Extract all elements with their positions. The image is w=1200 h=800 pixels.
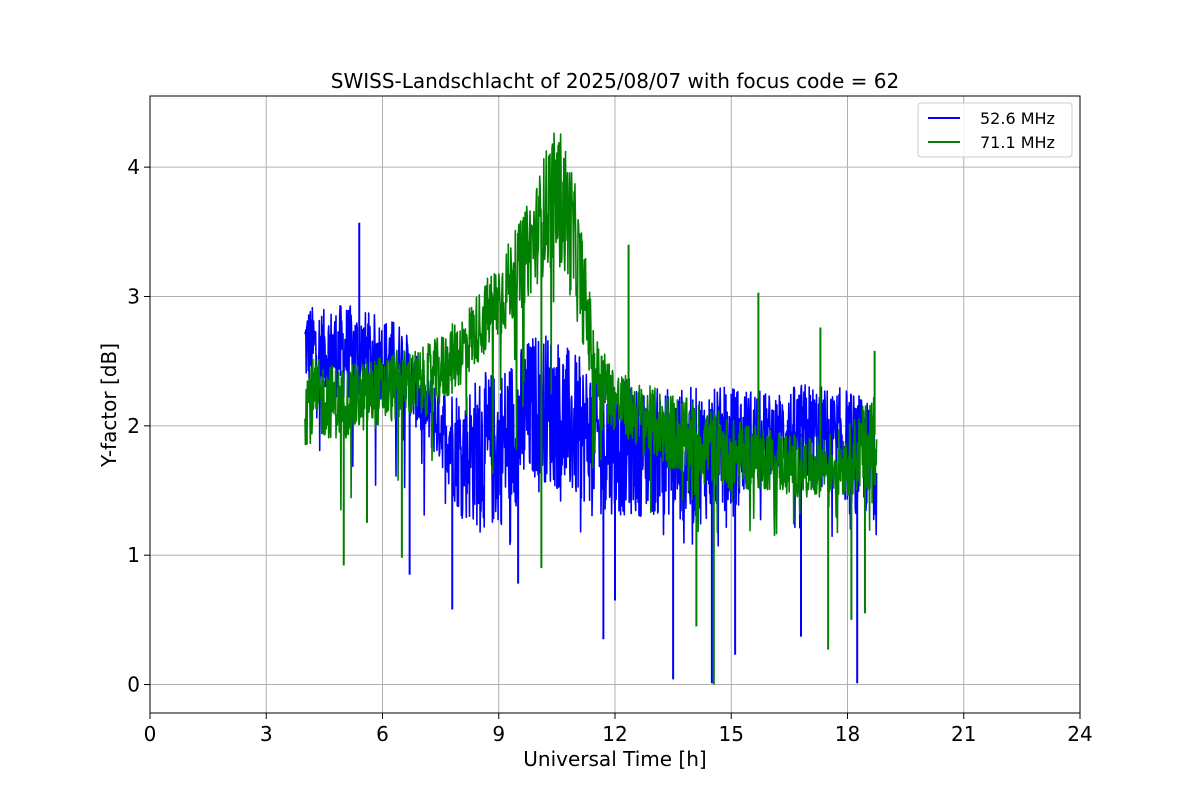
legend-box	[917, 102, 1073, 158]
y-tick-label: 1	[127, 543, 140, 567]
chart-title: SWISS-Landschlacht of 2025/08/07 with fo…	[331, 69, 899, 93]
y-tick-label: 4	[127, 155, 140, 179]
series-layer	[304, 132, 878, 685]
series-line-2	[304, 132, 878, 537]
x-tick-label: 18	[835, 722, 860, 746]
legend-label: 71.1 MHz	[980, 133, 1055, 152]
y-tick-label: 2	[127, 414, 140, 438]
x-tick-label: 12	[602, 722, 627, 746]
x-tick-label: 3	[260, 722, 273, 746]
y-axis-label: Y-factor [dB]	[97, 343, 121, 468]
y-tick-label: 3	[127, 284, 140, 308]
x-tick-label: 15	[719, 722, 744, 746]
x-tick-label: 6	[376, 722, 389, 746]
x-axis-label: Universal Time [h]	[523, 747, 706, 771]
legend: 52.6 MHz 71.1 MHz	[917, 102, 1073, 158]
x-tick-label: 24	[1067, 722, 1092, 746]
x-tick-label: 9	[492, 722, 505, 746]
x-tick-label: 0	[144, 722, 157, 746]
x-tick-label: 21	[951, 722, 976, 746]
y-tick-label: 0	[127, 673, 140, 697]
legend-label: 52.6 MHz	[980, 109, 1055, 128]
